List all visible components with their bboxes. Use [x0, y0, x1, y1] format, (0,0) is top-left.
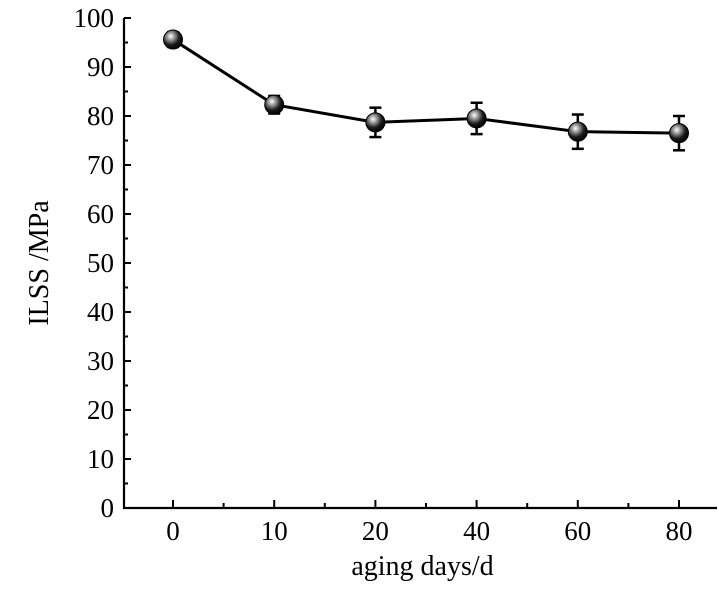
y-tick-label: 100	[74, 3, 115, 33]
data-point-marker	[163, 29, 183, 50]
series-layer	[163, 29, 689, 152]
y-tick-label: 50	[87, 248, 114, 278]
x-axis-title: aging days/d	[351, 551, 493, 582]
data-point-marker	[466, 108, 487, 129]
y-tick-label: 0	[101, 493, 115, 523]
series-line	[172, 38, 680, 135]
x-tick-label: 0	[166, 516, 180, 546]
y-tick-label: 10	[87, 444, 114, 474]
y-tick-label: 70	[87, 150, 114, 180]
y-tick-label: 60	[87, 199, 114, 229]
x-tick-label: 60	[564, 516, 591, 546]
axes: 0 10 20 30 40 50 60 70 80 90 100 0 10 20 40 60 80	[74, 3, 717, 546]
y-tick-label: 80	[87, 101, 114, 131]
y-tick-label: 20	[87, 395, 114, 425]
data-point-marker	[365, 112, 386, 133]
x-tick-label: 10	[261, 516, 288, 546]
x-tick-label: 40	[463, 516, 490, 546]
y-axis-title: ILSS /MPa	[24, 200, 55, 326]
data-point-marker	[669, 123, 689, 144]
y-tick-label: 90	[87, 52, 114, 82]
x-tick-label: 20	[362, 516, 389, 546]
y-tick-label: 30	[87, 346, 114, 376]
y-tick-label: 40	[87, 297, 114, 327]
data-point-marker	[567, 121, 588, 142]
x-tick-label: 80	[666, 516, 693, 546]
data-point-marker	[264, 94, 285, 115]
